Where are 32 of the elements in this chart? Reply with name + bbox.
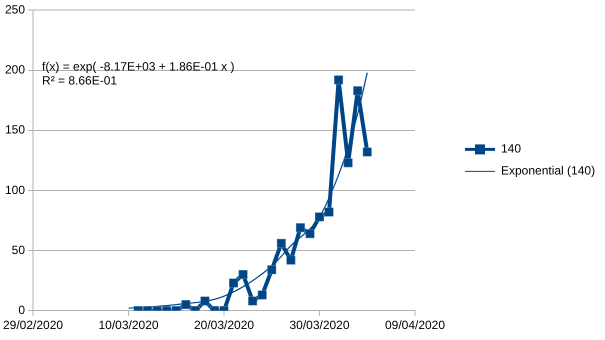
y-tick-label: 100 [5,182,26,197]
y-tick-label: 50 [12,242,26,257]
x-tick-label: 10/03/2020 [98,318,159,332]
point [248,296,258,306]
x-tick-label: 09/04/2020 [384,318,446,332]
legend-label: Exponential (140) [501,164,596,178]
point [267,265,276,274]
point [258,290,267,300]
point [200,296,210,306]
y-tick-label: 200 [5,62,26,77]
annotation: f(x) = exp( -8.17E+03 + 1.86E-01 x ) [42,60,234,74]
x-tick-label: 20/03/2020 [194,318,254,332]
y-tick-label: 250 [5,2,26,17]
legend-label: 140 [501,142,522,156]
point [286,256,296,265]
point [181,300,190,310]
x-tick-label: 30/03/2020 [289,318,350,332]
point [334,75,344,84]
point [296,223,305,232]
point [229,278,238,288]
y-tick-label: 0 [18,302,26,317]
point [238,270,248,280]
annotation: R² = 8.66E-01 [42,74,118,88]
x-tick-label: 29/02/2020 [3,318,64,332]
point [315,212,324,222]
point [362,147,372,156]
point [276,238,286,248]
point [305,229,314,238]
point [353,86,362,96]
point [324,208,334,217]
y-tick-label: 150 [5,122,26,137]
point [344,158,353,168]
